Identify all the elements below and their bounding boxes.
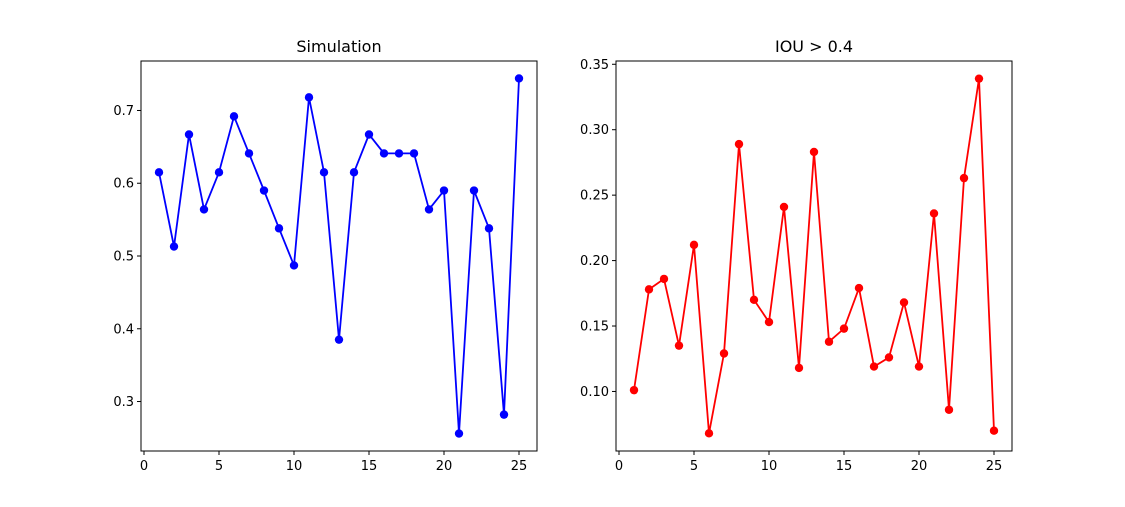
data-point	[319, 168, 329, 177]
plot-frame	[140, 60, 538, 452]
data-point	[334, 335, 344, 344]
data-point	[644, 285, 654, 294]
x-tick-label: 0	[140, 459, 148, 474]
plot-area: 0 5 10 15 20 25 0.3 0.4 0.5 0.6 0.7	[113, 74, 527, 474]
data-point	[944, 405, 954, 414]
y-tick-label: 0.3	[113, 395, 134, 410]
y-tick-label: 0.4	[113, 322, 134, 337]
y-tick-label: 0.30	[580, 123, 609, 138]
plot-frame	[615, 60, 1013, 452]
data-point	[499, 410, 509, 419]
y-tick-label: 0.6	[113, 177, 134, 192]
y-tick-label: 0.25	[580, 189, 609, 204]
data-point	[424, 205, 434, 214]
data-point	[734, 139, 744, 149]
data-point	[809, 147, 819, 157]
data-point	[674, 341, 684, 350]
x-tick-label: 20	[436, 459, 453, 474]
data-point	[199, 205, 209, 214]
data-point	[349, 168, 359, 177]
data-point	[974, 74, 984, 83]
y-tick-label: 0.5	[113, 250, 134, 265]
x-tick-label: 0	[615, 459, 623, 474]
data-point	[929, 209, 939, 218]
data-point	[659, 274, 669, 284]
y-tick-label: 0.35	[580, 58, 609, 73]
data-point	[959, 173, 969, 183]
iou-chart: IOU > 0.4 0 5 10 15 20 25 0.10 0.15 0.20 0.25 0.30…	[580, 37, 1013, 474]
data-point	[274, 224, 284, 233]
data-point	[884, 353, 894, 362]
data-point	[779, 202, 789, 212]
data-point	[839, 324, 849, 333]
chart-title: IOU > 0.4	[775, 37, 853, 56]
x-tick-label: 5	[215, 459, 223, 474]
data-point	[214, 168, 224, 177]
y-tick-label: 0.7	[113, 104, 134, 119]
data-point	[244, 149, 254, 158]
data-point	[169, 242, 179, 251]
x-tick-label: 25	[511, 459, 528, 474]
x-tick-label: 10	[286, 459, 303, 474]
data-point	[989, 426, 999, 435]
data-point	[764, 317, 774, 327]
data-point	[259, 186, 269, 195]
data-point	[379, 149, 389, 158]
data-point	[914, 362, 924, 371]
data-point	[794, 363, 804, 373]
data-point	[454, 429, 464, 438]
data-point	[514, 74, 524, 83]
data-point	[689, 240, 699, 250]
data-point	[484, 224, 494, 233]
data-point	[629, 385, 639, 395]
x-tick-label: 20	[911, 459, 928, 474]
plot-area: 0 5 10 15 20 25 0.10 0.15 0.20 0.25 0.30 0.35	[580, 58, 1002, 474]
data-point	[364, 130, 374, 139]
chart-title: Simulation	[296, 37, 381, 56]
data-point	[719, 349, 729, 358]
data-point	[394, 149, 404, 158]
data-point	[439, 186, 449, 195]
data-point	[704, 429, 714, 438]
y-tick-label: 0.10	[580, 385, 609, 400]
data-point	[749, 295, 759, 305]
data-point	[289, 261, 299, 270]
x-tick-label: 25	[986, 459, 1003, 474]
data-point	[184, 130, 194, 139]
data-point	[409, 149, 419, 158]
data-point	[154, 168, 164, 177]
x-tick-label: 15	[361, 459, 378, 474]
data-point	[854, 283, 864, 293]
data-point	[899, 298, 909, 307]
simulation-chart: Simulation 0 5 10 15 20 25 0.3 0.4 0.5 0.6 0.7	[113, 37, 538, 474]
data-point	[469, 186, 479, 195]
x-tick-label: 10	[761, 459, 778, 474]
y-tick-label: 0.15	[580, 320, 609, 335]
data-point	[229, 112, 239, 121]
data-point	[304, 93, 314, 102]
x-tick-label: 5	[690, 459, 698, 474]
x-tick-label: 15	[836, 459, 853, 474]
data-point	[869, 362, 879, 371]
data-point	[824, 337, 834, 346]
y-tick-label: 0.20	[580, 254, 609, 269]
